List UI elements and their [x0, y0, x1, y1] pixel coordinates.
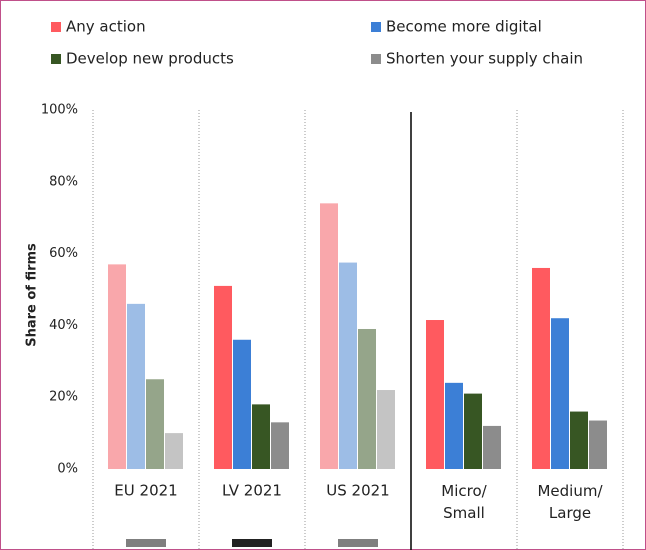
bar — [271, 422, 289, 469]
bar — [570, 411, 588, 469]
bar — [589, 420, 607, 469]
bar — [483, 425, 501, 469]
bar — [358, 328, 376, 469]
bar — [165, 433, 183, 469]
legend-swatch — [51, 22, 61, 32]
decor — [232, 539, 272, 547]
y-axis-label: Share of firms — [25, 243, 40, 347]
legend-swatch — [371, 22, 381, 32]
legend-label: Any action — [66, 18, 146, 36]
bar — [146, 379, 164, 469]
x-tick-label: EU 2021 — [114, 482, 177, 500]
y-tick-label: 40% — [49, 318, 78, 333]
bar — [426, 320, 444, 469]
bar — [233, 339, 251, 469]
bar — [127, 303, 145, 469]
bar — [108, 264, 126, 469]
legend-label: Become more digital — [386, 18, 542, 36]
decor — [338, 539, 378, 547]
legend-swatch — [371, 54, 381, 64]
bar — [464, 393, 482, 469]
bar — [252, 404, 270, 469]
y-tick-label: 0% — [57, 462, 78, 477]
legend-label: Shorten your supply chain — [386, 50, 583, 68]
decor — [126, 539, 166, 547]
y-tick-label: 80% — [49, 174, 78, 189]
y-tick-label: 60% — [49, 246, 78, 261]
x-tick-label: Medium/Large — [537, 482, 603, 522]
bar — [214, 285, 232, 469]
bar — [339, 262, 357, 469]
x-tick-label: LV 2021 — [222, 482, 282, 500]
bar — [551, 318, 569, 469]
bar — [445, 382, 463, 469]
bar — [320, 203, 338, 469]
bar — [377, 390, 395, 469]
x-tick-label: US 2021 — [326, 482, 389, 500]
bar — [532, 267, 550, 469]
legend-swatch — [51, 54, 61, 64]
legend-label: Develop new products — [66, 50, 234, 68]
y-tick-label: 20% — [49, 390, 78, 405]
y-tick-label: 100% — [41, 103, 78, 118]
x-tick-label: Micro/Small — [441, 482, 487, 522]
